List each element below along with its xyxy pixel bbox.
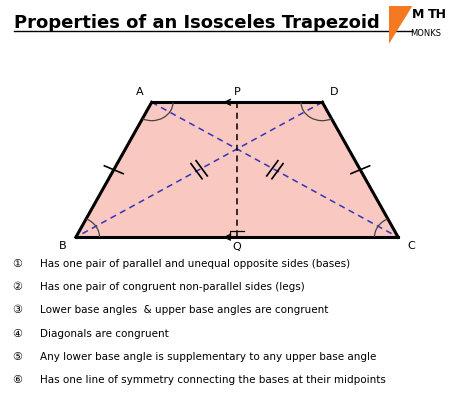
Text: ①: ①	[12, 259, 22, 269]
Text: Any lower base angle is supplementary to any upper base angle: Any lower base angle is supplementary to…	[40, 352, 377, 362]
Text: P: P	[234, 87, 240, 97]
Text: D: D	[330, 87, 338, 97]
Text: Has one line of symmetry connecting the bases at their midpoints: Has one line of symmetry connecting the …	[40, 375, 386, 385]
Text: ④: ④	[12, 329, 22, 339]
Text: MONKS: MONKS	[410, 29, 441, 38]
Text: ③: ③	[12, 306, 22, 315]
Text: Lower base angles  & upper base angles are congruent: Lower base angles & upper base angles ar…	[40, 306, 328, 315]
Text: Diagonals are congruent: Diagonals are congruent	[40, 329, 169, 339]
Text: Has one pair of parallel and unequal opposite sides (bases): Has one pair of parallel and unequal opp…	[40, 259, 350, 269]
Text: Properties of an Isosceles Trapezoid: Properties of an Isosceles Trapezoid	[14, 14, 380, 32]
Text: ⑥: ⑥	[12, 375, 22, 385]
Text: A: A	[136, 87, 144, 97]
Text: Has one pair of congruent non-parallel sides (legs): Has one pair of congruent non-parallel s…	[40, 282, 305, 292]
Polygon shape	[389, 6, 411, 43]
Polygon shape	[76, 102, 398, 237]
Text: ⑤: ⑤	[12, 352, 22, 362]
Text: ②: ②	[12, 282, 22, 292]
Text: B: B	[59, 241, 66, 251]
Text: TH: TH	[428, 8, 447, 21]
Text: Q: Q	[233, 243, 241, 252]
Text: M: M	[411, 8, 424, 21]
Text: C: C	[408, 241, 415, 251]
